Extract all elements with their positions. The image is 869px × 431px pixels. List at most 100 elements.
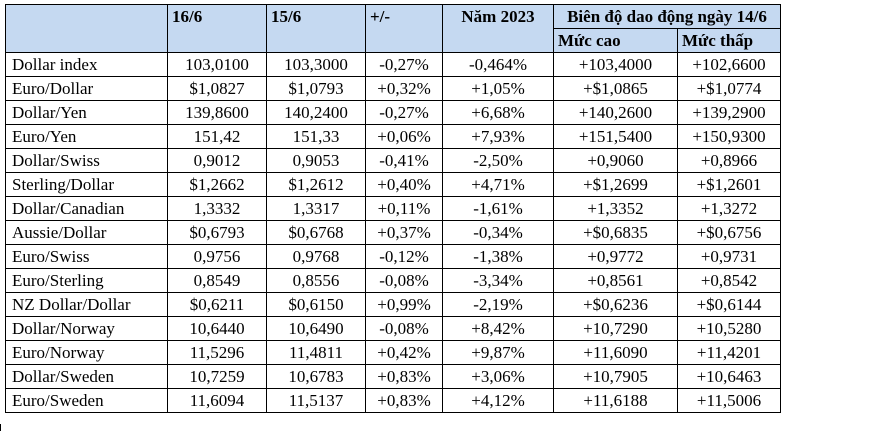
- exchange-rate-table: 16/6 15/6 +/- Năm 2023 Biên độ dao động …: [5, 4, 781, 413]
- cell-low: +139,2900: [677, 100, 781, 125]
- cell-high: +$0,6236: [553, 292, 678, 317]
- cell-date-2: 0,9053: [266, 148, 366, 173]
- cell-date-2: $1,0793: [266, 76, 366, 101]
- cell-high: +$1,0865: [553, 76, 678, 101]
- table-row: Euro/Sterling 0,8549 0,8556 -0,08% -3,34% +0,…: [5, 268, 781, 293]
- cell-date-2: $1,2612: [266, 172, 366, 197]
- cell-high: +11,6090: [553, 340, 678, 365]
- cell-low: +11,4201: [677, 340, 781, 365]
- cell-date-1: 151,42: [167, 124, 267, 149]
- cell-date-2: 10,6783: [266, 364, 366, 389]
- header-change: +/-: [365, 4, 443, 53]
- cell-year: -0,34%: [442, 220, 554, 245]
- cell-high: +140,2600: [553, 100, 678, 125]
- cell-high: +10,7905: [553, 364, 678, 389]
- cell-low: +$1,0774: [677, 76, 781, 101]
- cell-pair: Euro/Yen: [5, 124, 168, 149]
- cell-year: +4,71%: [442, 172, 554, 197]
- cell-date-2: 0,9768: [266, 244, 366, 269]
- cell-year: +3,06%: [442, 364, 554, 389]
- cell-date-2: 103,3000: [266, 52, 366, 77]
- cell-date-2: 151,33: [266, 124, 366, 149]
- table-row: NZ Dollar/Dollar $0,6211 $0,6150 +0,99% -2,1…: [5, 292, 781, 317]
- cell-low: +0,8966: [677, 148, 781, 173]
- cell-date-2: $0,6768: [266, 220, 366, 245]
- cell-pair: Euro/Norway: [5, 340, 168, 365]
- cell-year: +8,42%: [442, 316, 554, 341]
- cell-high: +1,3352: [553, 196, 678, 221]
- cell-date-2: 1,3317: [266, 196, 366, 221]
- cell-date-2: 11,5137: [266, 388, 366, 413]
- cell-pair: Euro/Dollar: [5, 76, 168, 101]
- cell-pair: Dollar/Norway: [5, 316, 168, 341]
- table-header: 16/6 15/6 +/- Năm 2023 Biên độ dao động …: [5, 4, 781, 53]
- cell-change: +0,37%: [365, 220, 443, 245]
- cell-date-1: 0,9012: [167, 148, 267, 173]
- cell-date-1: 11,5296: [167, 340, 267, 365]
- table-row: Dollar/Yen 139,8600 140,2400 -0,27% +6,68% +1…: [5, 100, 781, 125]
- cell-low: +102,6600: [677, 52, 781, 77]
- cell-year: +9,87%: [442, 340, 554, 365]
- table-row: Dollar/Norway 10,6440 10,6490 -0,08% +8,42% +…: [5, 316, 781, 341]
- cell-change: -0,41%: [365, 148, 443, 173]
- cell-date-1: $1,0827: [167, 76, 267, 101]
- cell-year: +6,68%: [442, 100, 554, 125]
- cell-date-1: 0,9756: [167, 244, 267, 269]
- cell-date-2: 0,8556: [266, 268, 366, 293]
- cell-change: +0,99%: [365, 292, 443, 317]
- cell-date-1: $1,2662: [167, 172, 267, 197]
- cell-year: -2,19%: [442, 292, 554, 317]
- cell-change: +0,06%: [365, 124, 443, 149]
- cell-low: +0,9731: [677, 244, 781, 269]
- table-body: Dollar index 103,0100 103,3000 -0,27% -0,464…: [5, 52, 781, 413]
- cell-year: -2,50%: [442, 148, 554, 173]
- header-pair: [5, 4, 168, 53]
- cell-pair: Dollar/Sweden: [5, 364, 168, 389]
- header-range: Biên độ dao động ngày 14/6: [553, 4, 781, 29]
- cell-date-1: 103,0100: [167, 52, 267, 77]
- cell-year: -0,464%: [442, 52, 554, 77]
- fx-table-container: 16/6 15/6 +/- Năm 2023 Biên độ dao động …: [5, 4, 781, 413]
- cell-date-1: $0,6211: [167, 292, 267, 317]
- cell-high: +11,6188: [553, 388, 678, 413]
- cell-year: +4,12%: [442, 388, 554, 413]
- cell-date-1: 139,8600: [167, 100, 267, 125]
- cell-pair: Dollar index: [5, 52, 168, 77]
- header-year: Năm 2023: [442, 4, 554, 53]
- cell-low: +1,3272: [677, 196, 781, 221]
- cell-year: -1,38%: [442, 244, 554, 269]
- cell-year: -1,61%: [442, 196, 554, 221]
- cell-date-1: 0,8549: [167, 268, 267, 293]
- header-low: Mức thấp: [677, 28, 781, 53]
- cell-pair: Euro/Sterling: [5, 268, 168, 293]
- cell-low: +150,9300: [677, 124, 781, 149]
- cell-date-2: 10,6490: [266, 316, 366, 341]
- cell-year: +1,05%: [442, 76, 554, 101]
- cell-change: -0,08%: [365, 268, 443, 293]
- cell-pair: Dollar/Canadian: [5, 196, 168, 221]
- header-date-1: 16/6: [167, 4, 267, 53]
- cell-date-2: 11,4811: [266, 340, 366, 365]
- cell-change: +0,32%: [365, 76, 443, 101]
- table-row: Dollar index 103,0100 103,3000 -0,27% -0,464…: [5, 52, 781, 77]
- cell-date-1: $0,6793: [167, 220, 267, 245]
- cell-low: +$0,6756: [677, 220, 781, 245]
- cell-pair: Aussie/Dollar: [5, 220, 168, 245]
- cell-low: +11,5006: [677, 388, 781, 413]
- cell-low: +0,8542: [677, 268, 781, 293]
- cell-year: +7,93%: [442, 124, 554, 149]
- cell-date-1: 10,7259: [167, 364, 267, 389]
- table-row: Euro/Yen 151,42 151,33 +0,06% +7,93% +151,540…: [5, 124, 781, 149]
- table-row: Euro/Swiss 0,9756 0,9768 -0,12% -1,38% +0,977…: [5, 244, 781, 269]
- cell-date-1: 1,3332: [167, 196, 267, 221]
- cell-pair: NZ Dollar/Dollar: [5, 292, 168, 317]
- cell-pair: Euro/Sweden: [5, 388, 168, 413]
- cell-date-2: 140,2400: [266, 100, 366, 125]
- cell-pair: Euro/Swiss: [5, 244, 168, 269]
- table-row: Euro/Dollar $1,0827 $1,0793 +0,32% +1,05% +$1…: [5, 76, 781, 101]
- cell-pair: Sterling/Dollar: [5, 172, 168, 197]
- cell-high: +$0,6835: [553, 220, 678, 245]
- cell-change: +0,83%: [365, 364, 443, 389]
- cell-change: -0,12%: [365, 244, 443, 269]
- table-row: Sterling/Dollar $1,2662 $1,2612 +0,40% +4,71…: [5, 172, 781, 197]
